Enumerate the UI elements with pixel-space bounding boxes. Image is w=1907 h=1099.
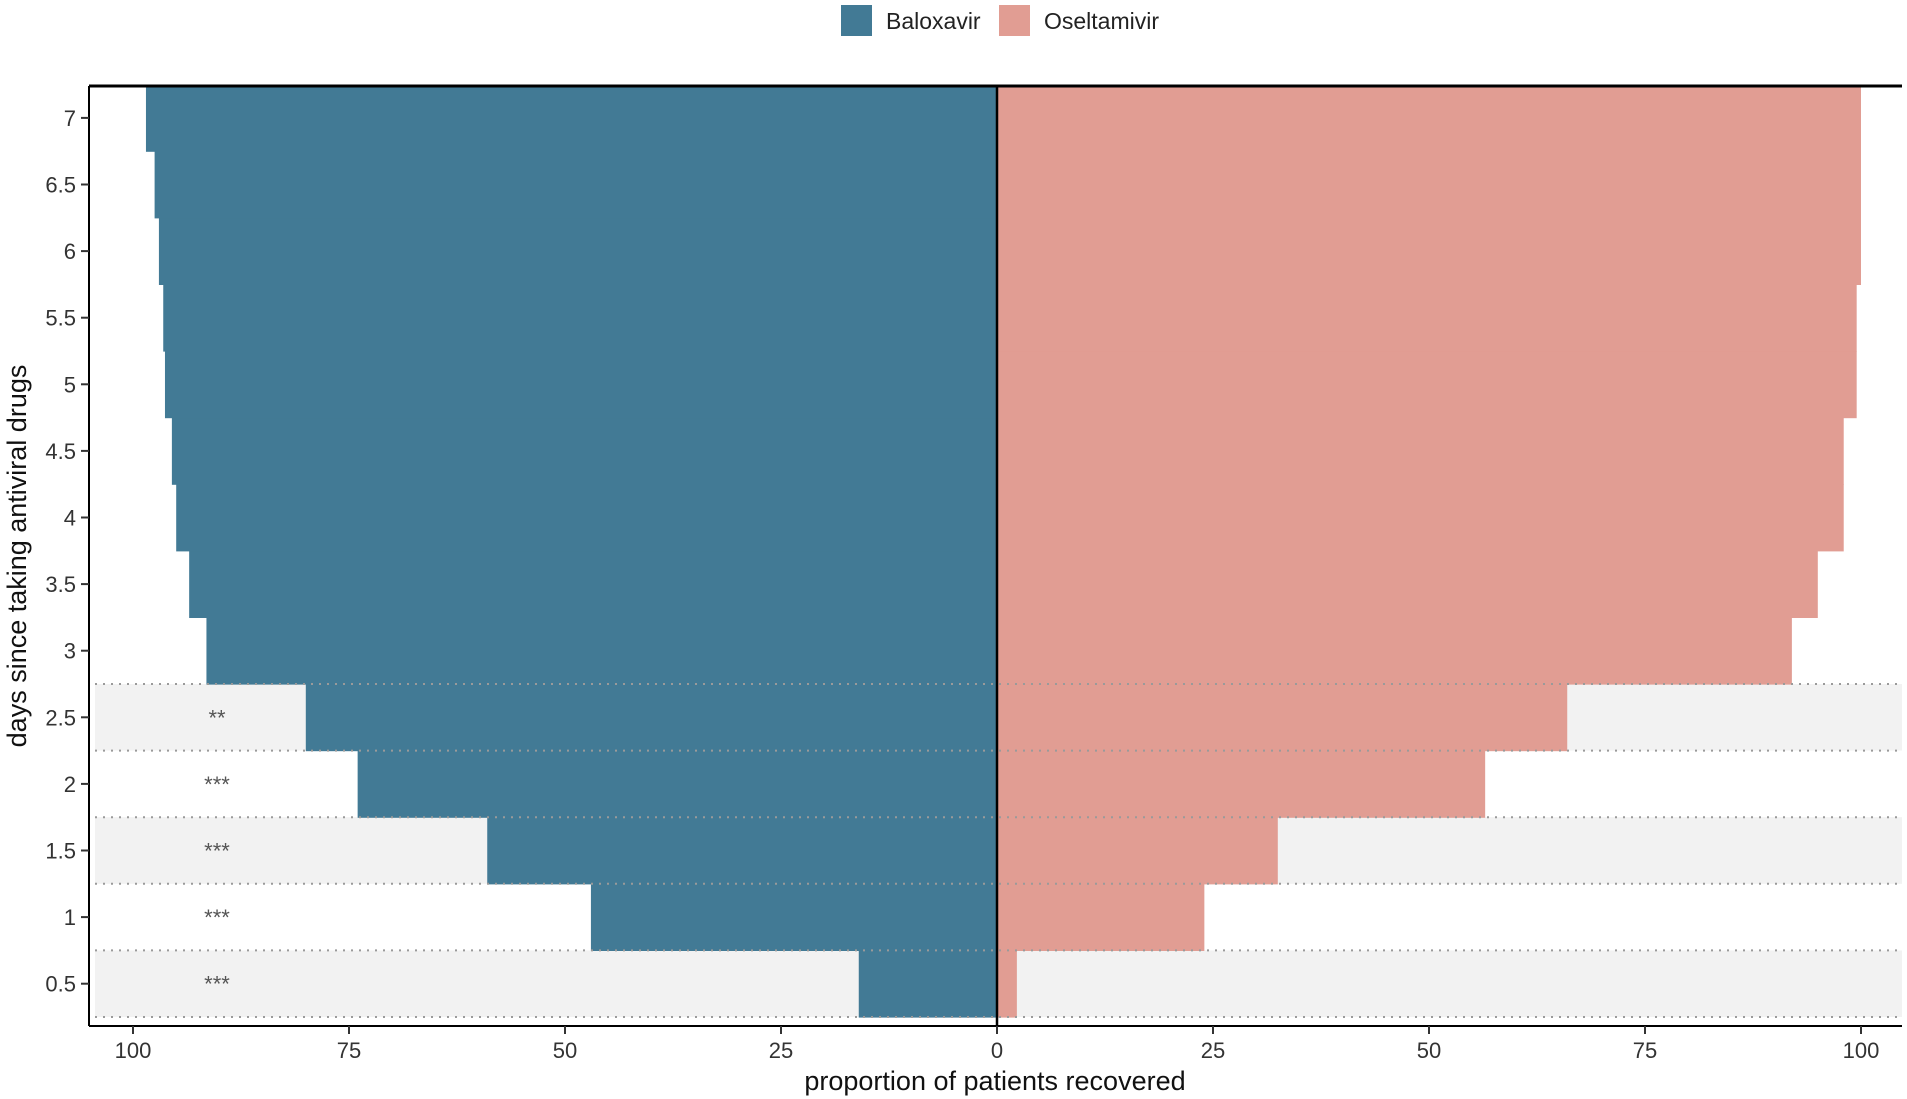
x-tick-label: 50 — [1417, 1038, 1441, 1063]
x-axis-title: proportion of patients recovered — [804, 1066, 1185, 1096]
significance-label: *** — [204, 839, 230, 864]
bar-oseltamivir — [997, 950, 1017, 1018]
plot-frame — [88, 84, 1902, 1027]
y-tick-label: 4.5 — [45, 439, 76, 464]
bar-baloxavir — [164, 351, 997, 419]
x-tick-label: 75 — [1633, 1038, 1657, 1063]
x-axis: 100 75 50 25 0 25 50 75 100 — [115, 1026, 1880, 1063]
legend-swatch — [999, 5, 1030, 36]
bars — [145, 84, 1861, 1018]
bar-baloxavir — [305, 684, 997, 752]
y-tick-label: 1.5 — [45, 839, 76, 864]
bar-oseltamivir — [997, 617, 1792, 685]
bar-oseltamivir — [997, 484, 1844, 552]
x-tick-label: 100 — [115, 1038, 152, 1063]
bar-baloxavir — [189, 550, 997, 618]
bar-baloxavir — [858, 950, 997, 1018]
bar-oseltamivir — [997, 417, 1844, 485]
y-tick-label: 5 — [64, 372, 76, 397]
bar-baloxavir — [487, 817, 997, 885]
y-tick-label: 3 — [64, 639, 76, 664]
band-boundary-lines — [95, 683, 1902, 1018]
bar-oseltamivir — [997, 84, 1861, 152]
y-tick-label: 0.5 — [45, 972, 76, 997]
bar-baloxavir — [357, 750, 997, 818]
bar-baloxavir — [158, 217, 998, 285]
bar-oseltamivir — [997, 684, 1568, 752]
bar-baloxavir — [171, 417, 997, 485]
x-tick-label: 25 — [769, 1038, 793, 1063]
legend-label: Baloxavir — [886, 8, 981, 34]
bar-oseltamivir — [997, 817, 1278, 885]
significance-labels: ************** — [204, 705, 230, 996]
bar-oseltamivir — [997, 217, 1861, 285]
x-tick-label: 25 — [1201, 1038, 1225, 1063]
x-tick-label: 0 — [991, 1038, 1003, 1063]
y-tick-label: 6.5 — [45, 173, 76, 198]
y-tick-label: 7 — [64, 106, 76, 131]
significance-label: *** — [204, 972, 230, 997]
bar-oseltamivir — [997, 284, 1857, 352]
bar-baloxavir — [176, 484, 997, 552]
y-tick-label: 2.5 — [45, 705, 76, 730]
bar-oseltamivir — [997, 750, 1486, 818]
y-tick-label: 2 — [64, 772, 76, 797]
significance-label: *** — [204, 905, 230, 930]
y-tick-label: 1 — [64, 905, 76, 930]
bar-baloxavir — [590, 883, 997, 951]
y-axis: 0.5 1 1.5 2 2.5 3 3.5 4 4.5 5 5.5 6 6.5 7 — [45, 106, 89, 997]
significance-label: ** — [208, 705, 226, 730]
bar-oseltamivir — [997, 550, 1818, 618]
bar-baloxavir — [163, 284, 998, 352]
bar-oseltamivir — [997, 351, 1857, 419]
legend-swatch — [841, 5, 872, 36]
bar-baloxavir — [154, 151, 998, 219]
y-tick-label: 5.5 — [45, 306, 76, 331]
bar-oseltamivir — [997, 883, 1205, 951]
y-tick-label: 3.5 — [45, 572, 76, 597]
bar-oseltamivir — [997, 151, 1861, 219]
y-tick-label: 4 — [64, 506, 76, 531]
significance-label: *** — [204, 772, 230, 797]
x-tick-label: 75 — [337, 1038, 361, 1063]
bar-baloxavir — [145, 84, 997, 152]
x-tick-label: 50 — [553, 1038, 577, 1063]
y-axis-title: days since taking antiviral drugs — [2, 365, 32, 748]
y-tick-label: 6 — [64, 239, 76, 264]
legend-label: Oseltamivir — [1044, 8, 1159, 34]
legend: Baloxavir Oseltamivir — [841, 5, 1159, 36]
bar-baloxavir — [206, 617, 997, 685]
x-tick-label: 100 — [1843, 1038, 1880, 1063]
